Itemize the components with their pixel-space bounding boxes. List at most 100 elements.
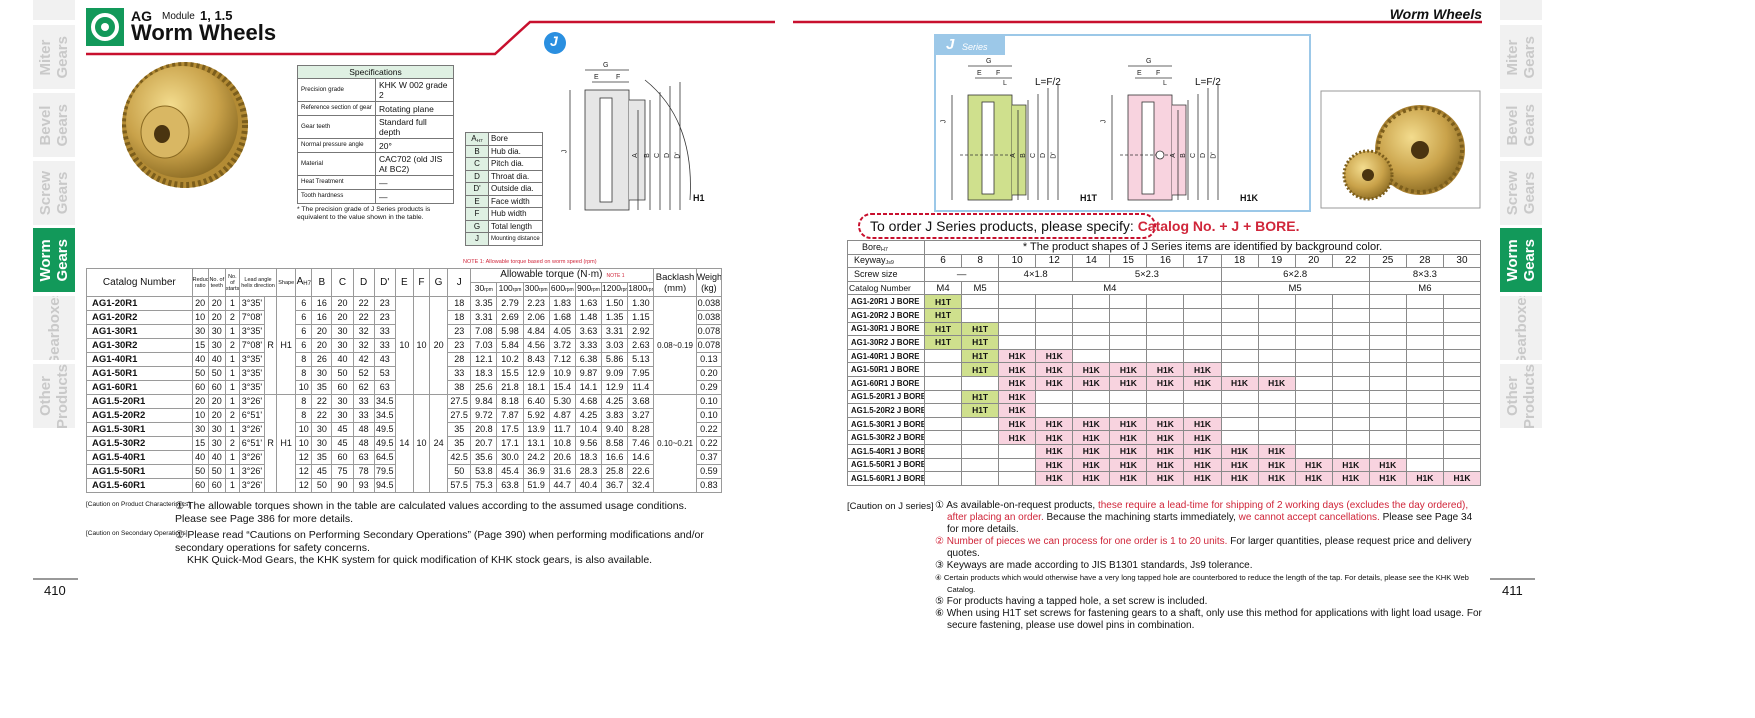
tab-label: Worm Gears <box>37 239 71 282</box>
keyway-size: 6×2.8 <box>1220 267 1370 282</box>
data-cell: 5.84 <box>496 338 524 353</box>
tab-line: Gears <box>54 35 71 79</box>
empty-cell <box>961 471 1000 486</box>
data-cell: 3.83 <box>601 408 629 423</box>
tab-line: Miter <box>37 39 54 75</box>
data-cell: 20 <box>207 394 226 409</box>
shape-mark: H1K <box>998 416 1037 432</box>
empty-cell <box>1331 416 1370 432</box>
shape-mark: H1T <box>923 294 963 309</box>
empty-cell <box>1035 321 1074 337</box>
data-cell: 3°35' <box>238 352 266 367</box>
data-cell: 1.83 <box>548 296 576 311</box>
speed: 300 <box>524 283 539 293</box>
dimension-row: D Throat dia. <box>465 169 543 183</box>
caution-text: ⑥ When using H1T set screws for fastenin… <box>935 608 1482 631</box>
shape-mark: H1K <box>1294 457 1333 473</box>
header-cell: D <box>352 268 375 297</box>
dimension-name: Hub dia. <box>488 144 543 158</box>
data-cell: 7.87 <box>496 408 524 423</box>
empty-cell <box>1442 457 1482 473</box>
shape-mark: H1K <box>1072 416 1111 432</box>
data-cell: 1 <box>224 366 240 381</box>
bore-value: 10 <box>998 253 1037 269</box>
diagram-label: G <box>1146 58 1152 65</box>
data-cell: 5.86 <box>601 352 629 367</box>
shape-mark: H1K <box>998 375 1037 391</box>
data-cell: 3.63 <box>574 324 603 339</box>
empty-cell <box>1368 294 1407 309</box>
empty-cell <box>1294 430 1333 445</box>
data-cell: 23 <box>373 296 396 311</box>
header-cell: Catalog Number <box>86 268 193 297</box>
data-cell: 24.2 <box>522 450 550 465</box>
dimension-legend: AH7 Bore B Hub dia. C Pitch dia. D Throat dia. D… <box>465 132 543 246</box>
data-cell: 60 <box>207 380 226 395</box>
data-cell: 3°35' <box>238 366 266 381</box>
badge-letter: J <box>550 33 558 49</box>
data-cell: AG1-30R2 <box>86 338 193 353</box>
data-cell: 22 <box>311 394 333 409</box>
empty-cell <box>1368 443 1407 459</box>
header-cell: J <box>447 268 472 297</box>
empty-cell <box>1368 430 1407 445</box>
page-number: 411 <box>1502 583 1523 598</box>
data-cell: 33 <box>373 338 396 353</box>
order-text: To order J Series products, please speci… <box>870 218 1138 234</box>
empty-cell <box>1442 307 1482 323</box>
data-cell: 32 <box>352 338 375 353</box>
data-cell: AG1.5-30R1 <box>86 422 193 437</box>
data-cell: 20.6 <box>548 450 576 465</box>
diagram-label: D' <box>1210 152 1218 159</box>
data-cell: 49.5 <box>373 422 396 437</box>
empty-cell <box>1220 307 1259 323</box>
shape-mark: H1T <box>961 389 1000 405</box>
side-tab: Screw Gears <box>33 161 75 225</box>
data-row: AG1-40R1 40 40 1 3°35' 8 26 40 42 43 28 12.1 10.2 8.4… <box>86 352 723 367</box>
shape-mark: H1T <box>961 362 1000 377</box>
bore-row: AG1.5-30R1 J BORE H1K H1K H1K H1K H1K H1K <box>847 416 1482 432</box>
data-row: AG1.5-50R1 50 50 1 3°26' 12 45 75 78 79.5 50 53.8 45… <box>86 464 723 479</box>
empty-cell <box>961 430 1000 445</box>
shape-mark: H1K <box>998 430 1037 445</box>
bore-sub: H7 <box>303 280 311 287</box>
diagram-label: L <box>1003 80 1007 87</box>
spec-row: Reference section of gear Rotating plane <box>297 101 454 116</box>
keyway-size: 5×2.3 <box>1072 267 1222 282</box>
left-diagram <box>569 69 691 211</box>
bore-value: 30 <box>1442 253 1482 269</box>
data-cell: 1 <box>224 450 240 465</box>
tab-line: Products <box>1521 364 1538 428</box>
empty-cell <box>961 375 1000 391</box>
rpm-unit: rpm <box>591 287 600 293</box>
data-cell: 1 <box>224 394 240 409</box>
empty-cell <box>923 348 963 364</box>
data-cell: 31.6 <box>548 464 576 479</box>
shape-mark: H1K <box>1220 457 1259 473</box>
data-cell: 14.6 <box>627 450 655 465</box>
shape-mark: H1K <box>1294 471 1333 486</box>
tab-line: Products <box>54 364 71 428</box>
data-cell: 1.48 <box>574 310 603 325</box>
bore-row: AG1-20R2 J BORE H1T <box>847 307 1482 323</box>
data-cell: 10 <box>295 380 313 395</box>
data-cell: 23 <box>447 338 472 353</box>
empty-cell <box>923 375 963 391</box>
bore-row: AG1.5-20R2 J BORE H1T H1K <box>847 403 1482 418</box>
shape-mark: H1K <box>1257 471 1296 486</box>
data-cell: 48 <box>352 422 375 437</box>
empty-cell <box>1294 403 1333 418</box>
tab-line: Worm <box>37 238 54 282</box>
data-cell: 1.35 <box>601 310 629 325</box>
empty-cell <box>1220 362 1259 377</box>
empty-cell <box>961 457 1000 473</box>
speed: 100 <box>498 283 513 293</box>
data-cell: AG1.5-40R1 <box>86 450 193 465</box>
empty-cell <box>1146 294 1185 309</box>
data-cell: 45.4 <box>496 464 524 479</box>
data-cell: 93 <box>352 478 375 493</box>
catalog-cell: AG1-50R1 J BORE <box>847 362 925 377</box>
data-cell: 2 <box>224 338 240 353</box>
side-tab: Worm Gears <box>33 228 75 292</box>
diagram-label: D <box>664 152 672 159</box>
